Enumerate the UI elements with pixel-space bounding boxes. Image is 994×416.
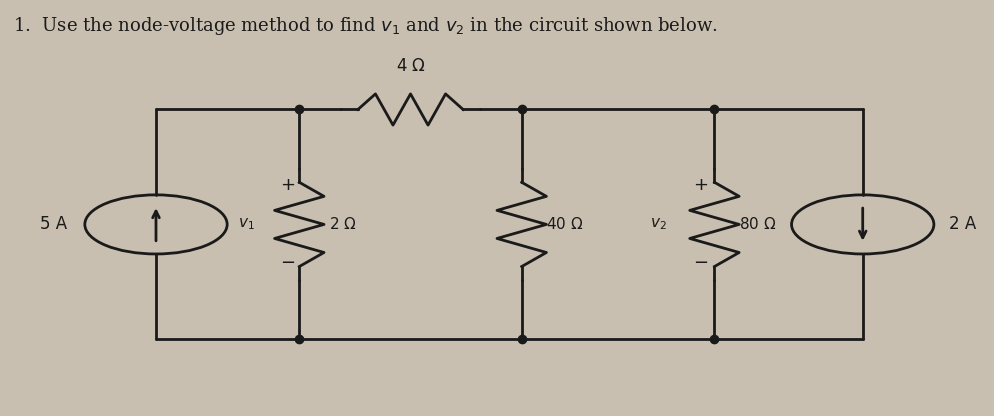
Text: 4 $\Omega$: 4 $\Omega$ [396,57,425,74]
Text: +: + [280,176,295,194]
Text: 1.  Use the node-voltage method to find $v_1$ and $v_2$ in the circuit shown bel: 1. Use the node-voltage method to find $… [13,15,718,37]
Text: 5 A: 5 A [40,215,67,233]
Text: 40 $\Omega$: 40 $\Omega$ [547,216,583,233]
Text: $v_1$: $v_1$ [239,217,254,232]
Text: 80 $\Omega$: 80 $\Omega$ [740,216,776,233]
Text: −: − [280,255,295,272]
Text: $v_2$: $v_2$ [650,217,667,232]
Text: 2 A: 2 A [948,215,976,233]
Text: 2 $\Omega$: 2 $\Omega$ [329,216,357,233]
Text: +: + [693,176,708,194]
Text: −: − [693,255,708,272]
